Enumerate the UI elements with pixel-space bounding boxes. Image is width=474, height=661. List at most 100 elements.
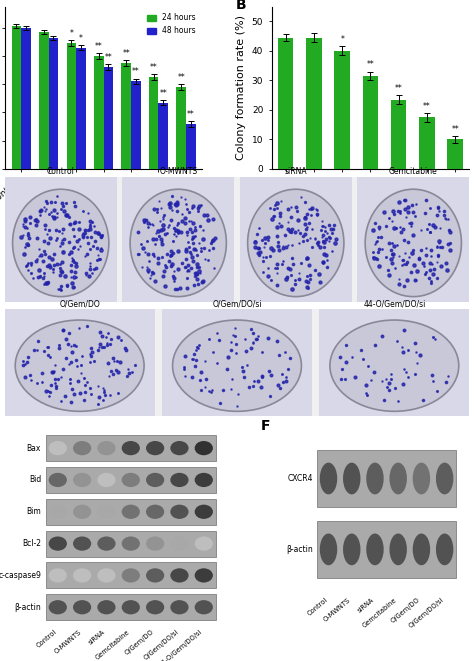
Text: Control: Control xyxy=(306,597,328,617)
Text: **: ** xyxy=(395,84,402,93)
Text: *: * xyxy=(69,29,73,38)
Ellipse shape xyxy=(146,441,164,455)
Title: 44-O/Gem/DO/si: 44-O/Gem/DO/si xyxy=(363,299,426,309)
Ellipse shape xyxy=(436,463,453,494)
Ellipse shape xyxy=(413,533,430,565)
Bar xyxy=(419,117,435,169)
Text: F: F xyxy=(261,419,271,433)
Bar xyxy=(76,48,86,169)
Text: Gemcitabine: Gemcitabine xyxy=(94,629,131,660)
Circle shape xyxy=(130,189,227,297)
Text: Control: Control xyxy=(36,629,58,648)
Ellipse shape xyxy=(146,600,164,614)
Circle shape xyxy=(330,320,459,411)
Circle shape xyxy=(173,320,301,411)
Bar xyxy=(176,87,186,169)
Text: **: ** xyxy=(451,124,459,134)
Bar xyxy=(186,124,196,169)
Text: *: * xyxy=(340,35,344,44)
FancyBboxPatch shape xyxy=(46,499,216,525)
Bar xyxy=(11,26,21,169)
Text: **: ** xyxy=(150,63,157,72)
Ellipse shape xyxy=(413,463,430,494)
Bar xyxy=(104,67,113,169)
Ellipse shape xyxy=(97,504,116,519)
Bar xyxy=(121,63,131,169)
Ellipse shape xyxy=(122,600,140,614)
Text: Bcl-2: Bcl-2 xyxy=(22,539,41,548)
Ellipse shape xyxy=(49,568,67,582)
Ellipse shape xyxy=(170,473,189,487)
Bar xyxy=(66,44,76,169)
Text: O/Gem/DO/si: O/Gem/DO/si xyxy=(408,597,445,629)
Bar xyxy=(158,102,168,169)
Bar xyxy=(39,32,49,169)
Text: β-actin: β-actin xyxy=(14,603,41,611)
Bar xyxy=(94,56,104,169)
Ellipse shape xyxy=(320,533,337,565)
Ellipse shape xyxy=(49,441,67,455)
Ellipse shape xyxy=(73,537,91,551)
Bar xyxy=(49,38,58,169)
Ellipse shape xyxy=(97,537,116,551)
Ellipse shape xyxy=(146,473,164,487)
FancyBboxPatch shape xyxy=(317,520,456,578)
Text: 44-O/Gem/DO/si: 44-O/Gem/DO/si xyxy=(158,629,204,661)
Circle shape xyxy=(365,189,461,297)
Ellipse shape xyxy=(49,600,67,614)
Bar xyxy=(149,77,158,169)
Text: **: ** xyxy=(122,49,130,58)
Ellipse shape xyxy=(49,537,67,551)
Bar xyxy=(335,51,350,169)
Bar xyxy=(21,28,31,169)
Bar xyxy=(131,81,141,169)
Ellipse shape xyxy=(122,473,140,487)
Text: **: ** xyxy=(132,67,140,77)
Ellipse shape xyxy=(122,441,140,455)
Ellipse shape xyxy=(97,441,116,455)
Text: *: * xyxy=(79,34,83,42)
Title: siRNA: siRNA xyxy=(284,167,307,176)
Text: Bax: Bax xyxy=(27,444,41,453)
Bar xyxy=(447,139,463,169)
Bar xyxy=(278,38,293,169)
Text: O-MWNTS: O-MWNTS xyxy=(323,597,352,623)
Ellipse shape xyxy=(436,533,453,565)
Ellipse shape xyxy=(97,568,116,582)
Title: Control: Control xyxy=(47,167,74,176)
Title: Gemcitabine: Gemcitabine xyxy=(389,167,438,176)
Ellipse shape xyxy=(122,537,140,551)
Ellipse shape xyxy=(73,473,91,487)
Ellipse shape xyxy=(49,504,67,519)
Ellipse shape xyxy=(73,568,91,582)
Ellipse shape xyxy=(195,537,213,551)
Ellipse shape xyxy=(170,441,189,455)
Ellipse shape xyxy=(97,600,116,614)
FancyBboxPatch shape xyxy=(46,531,216,557)
Text: **: ** xyxy=(366,60,374,69)
Ellipse shape xyxy=(320,463,337,494)
Ellipse shape xyxy=(170,504,189,519)
Circle shape xyxy=(15,320,144,411)
Text: **: ** xyxy=(423,102,431,110)
Text: **: ** xyxy=(159,89,167,98)
Circle shape xyxy=(13,189,109,297)
Ellipse shape xyxy=(122,504,140,519)
Text: siRNA: siRNA xyxy=(88,629,107,646)
Text: O/Gem/DO/si: O/Gem/DO/si xyxy=(142,629,180,661)
Y-axis label: Colony formation rate (%): Colony formation rate (%) xyxy=(236,15,246,160)
Text: **: ** xyxy=(95,42,103,51)
Ellipse shape xyxy=(195,441,213,455)
Ellipse shape xyxy=(97,473,116,487)
FancyBboxPatch shape xyxy=(46,467,216,493)
Text: O-MWNTS: O-MWNTS xyxy=(53,629,82,654)
Text: c-caspase9: c-caspase9 xyxy=(0,571,41,580)
Text: B: B xyxy=(236,0,246,13)
Text: siRNA: siRNA xyxy=(356,597,375,613)
Text: **: ** xyxy=(187,110,195,119)
FancyBboxPatch shape xyxy=(46,594,216,620)
Ellipse shape xyxy=(170,568,189,582)
Ellipse shape xyxy=(146,568,164,582)
Text: **: ** xyxy=(104,54,112,62)
Ellipse shape xyxy=(366,463,383,494)
